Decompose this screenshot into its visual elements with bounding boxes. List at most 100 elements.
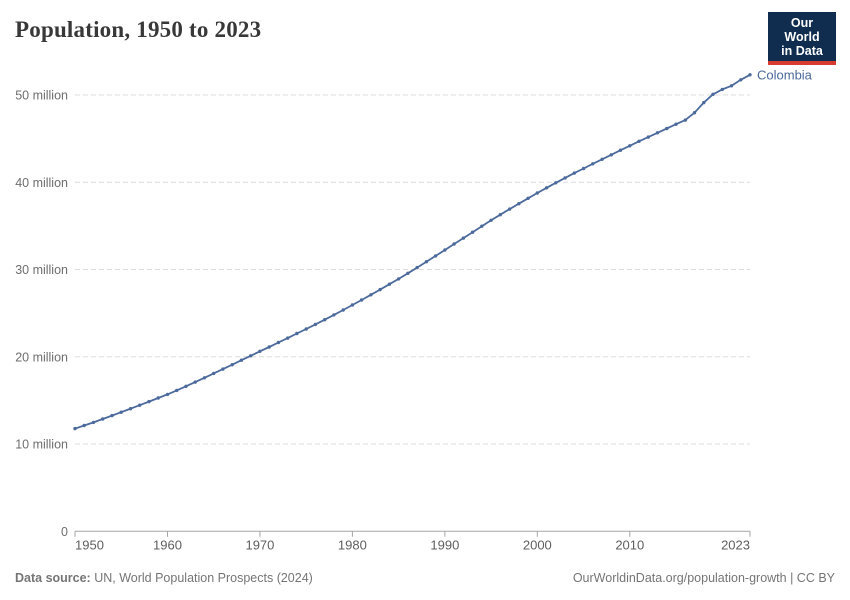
colombia-point-1971 [267, 345, 271, 349]
colombia-point-1957 [138, 403, 142, 407]
colombia-point-1980 [350, 303, 355, 307]
owid-logo-line2: in Data [781, 44, 823, 58]
colombia-point-1973 [286, 336, 290, 340]
colombia-point-1955 [119, 410, 123, 414]
colombia-point-1994 [480, 224, 484, 228]
colombia-point-1999 [526, 196, 530, 200]
colombia-point-2000 [535, 191, 539, 195]
colombia-point-2016 [683, 118, 687, 122]
colombia-point-2007 [600, 157, 604, 161]
colombia-point-1992 [461, 236, 466, 240]
y-axis-tick-label-30: 30 million [15, 263, 68, 277]
colombia-point-2018 [702, 100, 706, 105]
colombia-point-1951 [82, 423, 86, 428]
colombia-point-1983 [378, 287, 382, 292]
colombia-point-1966 [221, 367, 225, 371]
x-axis-tick-label-2010: 2010 [615, 537, 644, 552]
y-axis-tick-label-20: 20 million [15, 350, 68, 364]
colombia-point-2009 [618, 148, 623, 152]
colombia-point-1979 [341, 308, 345, 312]
colombia-point-1963 [193, 380, 197, 384]
x-axis-tick-label-1990: 1990 [430, 537, 459, 552]
y-axis-tick-label-40: 40 million [15, 176, 68, 190]
attribution-link[interactable]: OurWorldinData.org/population-growth | C… [572, 571, 835, 585]
colombia-point-2005 [581, 166, 586, 171]
owid-logo-line1: Our World [784, 16, 820, 44]
colombia-point-1975 [304, 327, 308, 331]
colombia-point-1987 [415, 265, 419, 270]
colombia-point-1986 [406, 271, 410, 275]
y-axis-tick-label-50: 50 million [15, 89, 68, 103]
x-axis-tick-label-1980: 1980 [338, 537, 367, 552]
colombia-point-2019 [711, 92, 715, 97]
x-axis-tick-label-1970: 1970 [245, 537, 274, 552]
colombia-point-1961 [175, 388, 179, 393]
colombia-point-1989 [433, 254, 438, 258]
colombia-point-2014 [665, 126, 669, 131]
colombia-point-1960 [165, 392, 170, 397]
colombia-line-series[interactable] [74, 73, 751, 430]
colombia-point-1976 [313, 322, 318, 327]
x-axis-tick-label-1950: 1950 [75, 537, 104, 552]
colombia-point-1969 [249, 354, 253, 358]
colombia-point-2015 [674, 122, 678, 126]
colombia-point-2002 [554, 181, 558, 185]
colombia-point-1959 [156, 396, 160, 400]
colombia-point-1990 [443, 248, 447, 252]
colombia-point-1981 [359, 298, 364, 302]
colombia-point-1997 [507, 207, 512, 211]
series-end-label-colombia[interactable]: Colombia [757, 67, 813, 82]
colombia-point-1970 [258, 349, 262, 353]
colombia-point-2004 [572, 171, 576, 175]
colombia-point-2021 [729, 84, 734, 88]
colombia-point-2003 [563, 176, 567, 180]
colombia-point-1982 [369, 293, 373, 297]
chart-footer: Data source: UN, World Population Prospe… [15, 567, 835, 589]
data-source-label: Data source: [15, 571, 91, 585]
x-axis-tick-label-2023: 2023 [721, 537, 750, 552]
owid-logo[interactable]: Our World in Data [768, 12, 836, 65]
y-axis-tick-label-0: 0 [61, 525, 68, 539]
colombia-point-1950 [73, 426, 77, 431]
colombia-point-1958 [147, 399, 151, 404]
colombia-point-1988 [424, 260, 429, 264]
colombia-point-1967 [230, 363, 234, 367]
colombia-point-2013 [655, 131, 660, 135]
colombia-point-2011 [637, 139, 641, 143]
colombia-point-2022 [739, 78, 743, 82]
colombia-point-1974 [295, 331, 299, 336]
x-axis-tick-label-1960: 1960 [153, 537, 182, 552]
colombia-point-2001 [544, 186, 549, 190]
colombia-point-1996 [498, 213, 502, 217]
data-source-text: UN, World Population Prospects (2024) [90, 571, 313, 585]
colombia-point-2023 [748, 73, 752, 77]
colombia-point-1985 [396, 277, 401, 281]
colombia-point-2012 [646, 135, 650, 139]
colombia-point-1954 [110, 413, 114, 418]
colombia-point-1998 [517, 202, 521, 206]
colombia-point-2008 [609, 153, 613, 157]
colombia-point-1991 [452, 242, 456, 246]
colombia-point-1984 [387, 282, 392, 286]
colombia-point-1968 [239, 358, 244, 362]
colombia-point-1977 [323, 318, 327, 322]
colombia-point-1964 [202, 376, 207, 380]
colombia-point-1978 [332, 313, 336, 317]
colombia-point-1965 [212, 371, 216, 376]
colombia-point-1956 [128, 407, 133, 411]
page-title: Population, 1950 to 2023 [15, 17, 262, 42]
colombia-point-1953 [101, 417, 105, 421]
colombia-point-1952 [91, 420, 96, 425]
colombia-point-1962 [184, 384, 188, 388]
colombia-point-2006 [591, 162, 595, 166]
colombia-point-1972 [276, 340, 281, 345]
data-source-note: Data source: UN, World Population Prospe… [15, 571, 313, 585]
colombia-point-2017 [692, 111, 697, 115]
y-axis-tick-label-10: 10 million [15, 438, 68, 452]
colombia-point-2020 [720, 87, 724, 92]
population-line-chart: 0 10 million 20 million 30 million 40 millio… [15, 67, 813, 552]
colombia-point-2010 [628, 144, 632, 148]
x-axis-tick-label-2000: 2000 [523, 537, 552, 552]
colombia-point-1993 [470, 230, 475, 234]
